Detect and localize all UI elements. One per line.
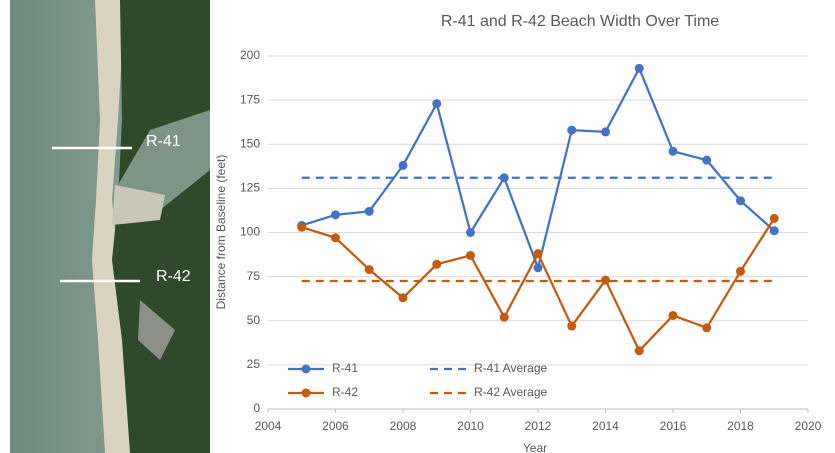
series-line <box>302 218 775 350</box>
y-tick-label: 50 <box>247 313 261 327</box>
data-point <box>534 263 543 272</box>
chart-title: R-41 and R-42 Beach Width Over Time <box>441 13 719 30</box>
y-tick-label: 100 <box>240 225 260 239</box>
data-point <box>567 322 576 331</box>
data-point <box>365 207 374 216</box>
data-point <box>432 99 441 108</box>
series-line <box>302 68 775 267</box>
data-point <box>770 226 779 235</box>
y-tick-label: 150 <box>240 136 260 150</box>
chart: R-41 and R-42 Beach Width Over Time Year… <box>0 0 835 453</box>
x-tick-label: 2012 <box>525 419 552 433</box>
data-point <box>466 251 475 260</box>
x-tick-label: 2008 <box>390 419 417 433</box>
x-tick-label: 2018 <box>727 419 754 433</box>
photo-label: R-41 <box>146 133 181 150</box>
data-point <box>635 64 644 73</box>
data-point <box>702 156 711 165</box>
x-tick-label: 2014 <box>592 419 619 433</box>
data-point <box>669 311 678 320</box>
data-point <box>331 233 340 242</box>
y-tick-label: 125 <box>240 181 260 195</box>
data-point <box>500 313 509 322</box>
x-tick-label: 2020 <box>795 419 822 433</box>
data-point <box>635 346 644 355</box>
legend-label: R-41 <box>332 361 358 375</box>
data-point <box>736 267 745 276</box>
data-point <box>331 210 340 219</box>
x-tick-label: 2016 <box>660 419 687 433</box>
legend-label: R-42 Average <box>474 385 547 399</box>
data-point <box>770 214 779 223</box>
x-axis-label: Year <box>523 441 547 453</box>
data-point <box>702 323 711 332</box>
data-point <box>432 260 441 269</box>
x-tick-label: 2010 <box>457 419 484 433</box>
data-point <box>466 228 475 237</box>
data-point <box>365 265 374 274</box>
y-axis-label: Distance from Baseline (feet) <box>214 155 228 310</box>
page: R-41 and R-42 Beach Width Over Time Year… <box>0 0 835 453</box>
y-tick-label: 75 <box>247 269 261 283</box>
data-point <box>736 196 745 205</box>
y-tick-label: 175 <box>240 92 260 106</box>
satellite-photo <box>10 0 210 453</box>
y-tick-label: 0 <box>253 401 260 415</box>
legend-label: R-42 <box>332 385 358 399</box>
legend-label: R-41 Average <box>474 361 547 375</box>
legend-marker <box>302 365 311 374</box>
y-tick-label: 25 <box>247 357 261 371</box>
data-point <box>399 293 408 302</box>
y-tick-label: 200 <box>240 48 260 62</box>
photo-label: R-42 <box>156 268 191 285</box>
data-point <box>534 249 543 258</box>
legend-marker <box>302 389 311 398</box>
x-tick-label: 2006 <box>322 419 349 433</box>
data-point <box>567 126 576 135</box>
data-point <box>669 147 678 156</box>
data-point <box>601 127 610 136</box>
data-point <box>297 223 306 232</box>
data-point <box>399 161 408 170</box>
x-tick-label: 2004 <box>255 419 282 433</box>
